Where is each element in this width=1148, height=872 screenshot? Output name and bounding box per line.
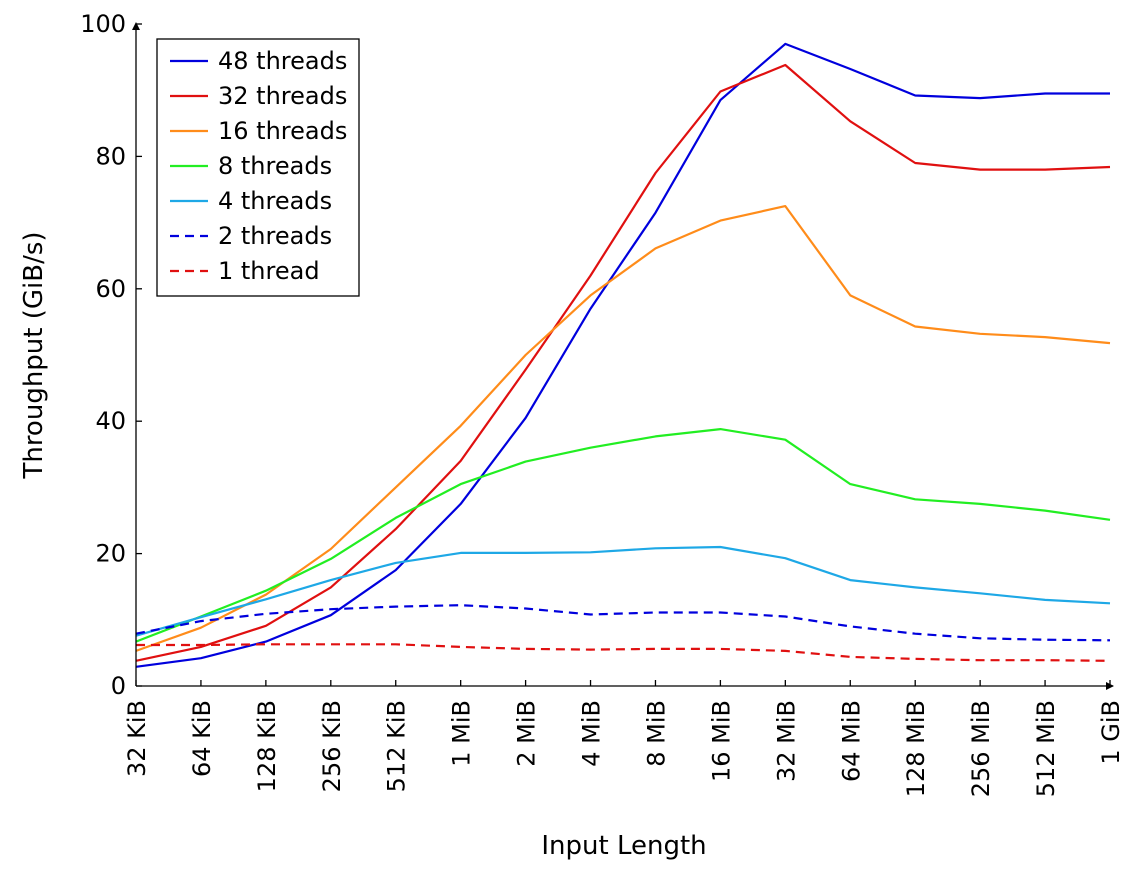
x-tick-label: 512 MiB: [1032, 700, 1060, 797]
legend-label: 1 thread: [218, 257, 320, 285]
x-tick-label: 64 MiB: [837, 700, 865, 782]
x-tick-label: 256 MiB: [967, 700, 995, 797]
x-axis-ticks: 32 KiB 64 KiB 128 KiB 256 KiB 512 KiB 1 MiB 2 …: [123, 680, 1125, 797]
x-tick-label: 1 GiB: [1097, 700, 1125, 765]
y-tick-label: 0: [111, 672, 126, 700]
legend: 48 threads 32 threads 16 threads 8 threads 4…: [156, 38, 360, 297]
legend-label: 32 threads: [218, 82, 347, 110]
x-tick-label: 16 MiB: [707, 700, 735, 782]
legend-label: 48 threads: [218, 47, 347, 75]
legend-box: [156, 38, 360, 297]
legend-label: 8 threads: [218, 152, 332, 180]
x-tick-label: 256 KiB: [318, 700, 346, 792]
x-tick-label: 128 KiB: [253, 700, 281, 792]
x-axis-title: Input Length: [541, 831, 706, 861]
y-tick-label: 80: [95, 142, 126, 170]
legend-label: 2 threads: [218, 222, 332, 250]
plot-area: 0 20 40 60 80 100 32 KiB 64 KiB 128 KiB 256 KiB 5…: [80, 10, 1125, 797]
x-tick-label: 2 MiB: [513, 700, 541, 767]
series-line: [135, 545, 1111, 637]
y-tick-label: 20: [95, 540, 126, 568]
series-line: [135, 205, 1111, 652]
y-tick-label: 100: [80, 10, 126, 38]
series-line: [135, 604, 1111, 642]
series-line: [135, 63, 1111, 662]
y-tick-label: 60: [95, 275, 126, 303]
y-axis-ticks: 0 20 40 60 80 100: [80, 10, 142, 700]
x-tick-label: 8 MiB: [642, 700, 670, 767]
x-tick-label: 32 KiB: [123, 700, 151, 777]
x-tick-label: 1 MiB: [448, 700, 476, 767]
y-tick-label: 40: [95, 407, 126, 435]
x-tick-label: 32 MiB: [772, 700, 800, 782]
legend-label: 16 threads: [218, 117, 347, 145]
y-axis-arrow: [132, 22, 140, 30]
x-tick-label: 4 MiB: [578, 700, 606, 767]
series-lines: [135, 42, 1111, 668]
x-tick-label: 64 KiB: [188, 700, 216, 777]
y-axis-title: Throughput (GiB/s): [19, 231, 49, 479]
x-tick-label: 128 MiB: [902, 700, 930, 797]
series-line: [135, 428, 1111, 643]
series-line: [135, 42, 1110, 668]
x-tick-label: 512 KiB: [383, 700, 411, 792]
series-line: [136, 643, 1111, 662]
legend-label: 4 threads: [218, 187, 332, 215]
